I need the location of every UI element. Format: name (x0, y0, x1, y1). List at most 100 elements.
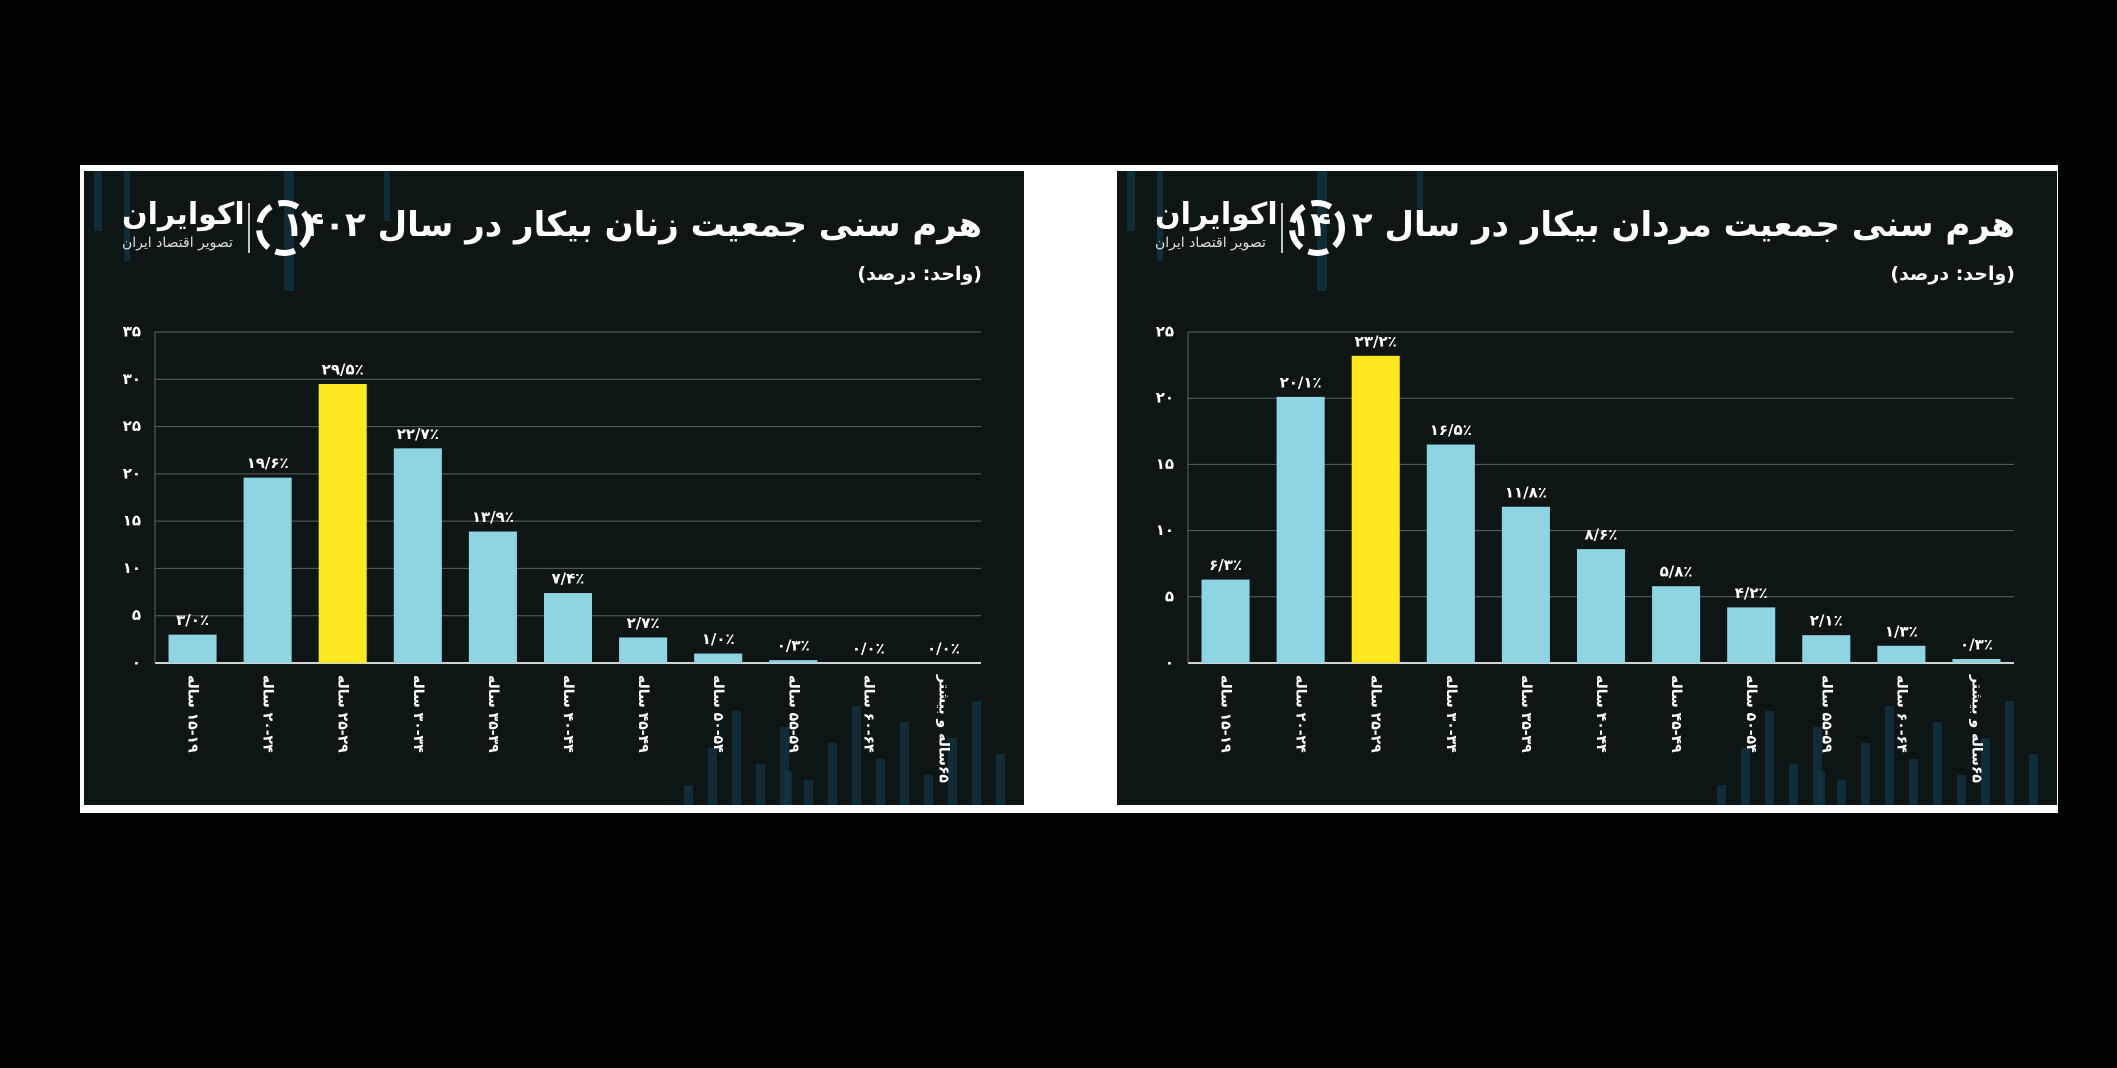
y-tick-label: ۵ (1165, 587, 1174, 605)
value-label: ۲/۱٪ (1810, 612, 1843, 630)
bar (1576, 549, 1626, 663)
y-tick-label: ۱۵ (123, 512, 141, 530)
x-tick-label: ۵۰-۵۴ ساله (710, 675, 726, 753)
value-label: ۰/۳٪ (1960, 636, 1993, 654)
bar (1652, 586, 1701, 663)
y-tick-label: ۰ (132, 654, 141, 672)
x-tick-label: ۵۵-۵۹ ساله (785, 675, 801, 753)
x-tick-label: ۲۵-۲۹ ساله (1368, 675, 1384, 753)
value-label: ۱۳/۹٪ (472, 508, 514, 526)
bar (1802, 635, 1851, 663)
value-label: ۱۹/۶٪ (247, 454, 289, 472)
value-label: ۲۲/۷٪ (397, 425, 439, 443)
decor-stripe (684, 785, 693, 805)
value-label: ۴/۲٪ (1735, 584, 1768, 602)
decor-stripe (1717, 785, 1726, 805)
value-label: ۳/۰٪ (176, 611, 209, 629)
x-tick-label: ۶۰-۶۴ ساله (860, 675, 876, 753)
decor-stripe (948, 738, 957, 805)
bar (1426, 444, 1475, 663)
x-tick-label: ۵۰-۵۴ ساله (1743, 675, 1759, 753)
y-tick-label: ۲۰ (1156, 389, 1174, 407)
x-tick-label: ۳۰-۳۴ ساله (1443, 675, 1459, 753)
y-tick-label: ۱۰ (123, 559, 141, 577)
chart-subtitle: (واحد: درصد) (1890, 263, 2015, 285)
decor-stripe (1789, 764, 1798, 805)
x-tick-label: ۴۰-۴۴ ساله (560, 675, 576, 753)
chart-panel: ۰ ۵ ۱۰ ۱۵ ۲۰ ۲۵ ۱۵-۱۹ ساله ۶/۳٪ ۲۰-۲۴ ساله ۲۰/۱٪ ۲… (1117, 171, 2057, 805)
x-tick-label: ۳۵-۳۹ ساله (1518, 675, 1534, 753)
decor-stripe (1957, 775, 1966, 805)
bar (1952, 659, 2001, 663)
decor-stripe (1127, 171, 1135, 231)
chart-panel: ۰ ۵ ۱۰ ۱۵ ۲۰ ۲۵ ۳۰ ۳۵ ۱۵-۱۹ ساله ۳/۰٪ ۲۰-۲۴ ساله ۱۹… (84, 171, 1024, 805)
x-tick-label: ۳۵-۳۹ ساله (485, 675, 501, 753)
brand-tagline: تصویر اقتصاد ایران (1155, 235, 1266, 251)
decor-stripe (124, 171, 130, 261)
y-tick-label: ۰ (1165, 654, 1174, 672)
decor-stripe (1317, 171, 1327, 291)
decor-stripe (1933, 722, 1942, 805)
x-tick-label: ۶۰-۶۴ ساله (1893, 675, 1909, 753)
chart-title: هرم سنی جمعیت مردان بیکار در سال ۱۴۰۲ (1289, 205, 2015, 245)
value-label: ۱۶/۵٪ (1430, 421, 1472, 439)
y-tick-label: ۳۵ (123, 323, 141, 341)
bar (1501, 506, 1550, 663)
chart: ۰ ۵ ۱۰ ۱۵ ۲۰ ۲۵ ۳۰ ۳۵ ۱۵-۱۹ ساله ۳/۰٪ ۲۰-۲۴ ساله ۱۹… (94, 171, 1005, 805)
decor-stripe (996, 754, 1005, 805)
y-tick-label: ۲۰ (123, 464, 141, 482)
y-tick-label: ۲۵ (1156, 323, 1174, 341)
decor-stripe (900, 722, 909, 805)
decor-stripe (2005, 701, 2014, 805)
decor-stripe (1837, 780, 1846, 805)
value-label: ۲۳/۲٪ (1355, 332, 1397, 350)
value-label: ۰/۳٪ (777, 637, 810, 655)
x-tick-label: ۴۰-۴۴ ساله (1593, 675, 1609, 753)
decor-stripe (1981, 738, 1990, 805)
value-label: ۱۱/۸٪ (1505, 483, 1547, 501)
x-tick-label: ۵۵-۵۹ ساله (1818, 675, 1834, 753)
decor-stripe (1417, 171, 1423, 221)
value-label: ۰/۰٪ (927, 640, 960, 658)
bar (1877, 645, 1926, 663)
y-tick-label: ۳۰ (123, 370, 141, 388)
decor-stripe (756, 764, 765, 805)
value-label: ۱/۳٪ (1885, 622, 1918, 640)
value-label: ۷/۴٪ (552, 570, 585, 588)
decor-stripe (708, 748, 717, 805)
decor-stripe (94, 171, 102, 231)
bar (1351, 355, 1400, 663)
bar (694, 653, 743, 663)
bar (318, 384, 367, 663)
x-tick-label: ۲۰-۲۴ ساله (260, 675, 276, 753)
y-tick-label: ۵ (132, 606, 141, 624)
decor-stripe (1813, 727, 1822, 805)
x-tick-label: ۴۵-۴۹ ساله (1668, 675, 1684, 753)
decor-stripe (972, 701, 981, 805)
y-tick-label: ۱۵ (1156, 455, 1174, 473)
x-tick-label: ۴۵-۴۹ ساله (635, 675, 651, 753)
chart: ۰ ۵ ۱۰ ۱۵ ۲۰ ۲۵ ۱۵-۱۹ ساله ۶/۳٪ ۲۰-۲۴ ساله ۲۰/۱٪ ۲… (1127, 171, 2038, 805)
decor-stripe (828, 743, 837, 805)
decor-stripe (876, 759, 885, 805)
decor-stripe (284, 171, 294, 291)
value-label: ۸/۶٪ (1585, 526, 1618, 544)
x-tick-label: ۲۰-۲۴ ساله (1293, 675, 1309, 753)
x-tick-label: ۱۵-۱۹ ساله (1218, 675, 1234, 753)
x-tick-label: ۲۵-۲۹ ساله (335, 675, 351, 753)
x-tick-label: ۶۵ساله و بیشتر (935, 674, 951, 783)
bar (168, 634, 217, 663)
brand-name: اکوایران (122, 197, 245, 232)
decor-stripe (804, 780, 813, 805)
bar (393, 448, 442, 663)
brand-name: اکوایران (1155, 197, 1278, 232)
decor-stripe (1157, 171, 1163, 261)
decor-stripe (384, 171, 390, 221)
x-tick-label: ۶۵ساله و بیشتر (1968, 674, 1984, 783)
value-label: ۲۰/۱٪ (1280, 373, 1322, 391)
decor-stripe (1885, 706, 1894, 805)
brand-tagline: تصویر اقتصاد ایران (122, 235, 233, 251)
decor-stripe (852, 706, 861, 805)
